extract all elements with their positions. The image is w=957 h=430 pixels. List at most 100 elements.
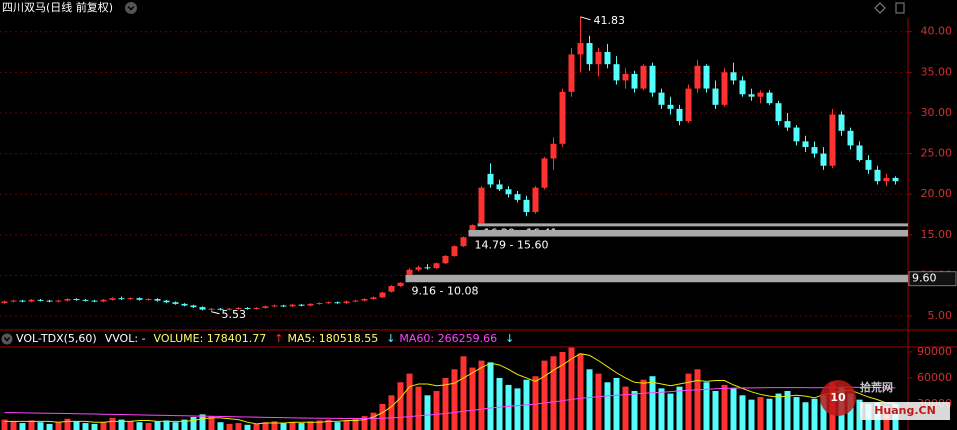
candle-body xyxy=(685,88,692,122)
legend-entry: MA60: 266259.66 xyxy=(399,332,497,345)
volume-bar xyxy=(766,398,773,430)
candle-body xyxy=(163,300,170,303)
diamond-icon[interactable] xyxy=(874,2,886,14)
price-marker xyxy=(908,271,957,287)
legend-entry: ↓ xyxy=(386,332,395,345)
candle-body xyxy=(532,187,539,213)
volume-bar xyxy=(739,395,746,430)
candle-body xyxy=(883,177,890,182)
volume-bar xyxy=(235,423,242,430)
volume-bar xyxy=(730,388,737,430)
candle-body xyxy=(442,255,449,264)
candle-body xyxy=(118,298,125,300)
candle-body xyxy=(487,173,494,185)
y-tick-label: 60000 xyxy=(917,371,952,384)
volume-bar xyxy=(433,390,440,430)
gap-band xyxy=(477,223,908,227)
volume-bar xyxy=(226,423,233,430)
volume-bar xyxy=(793,397,800,430)
candle-body xyxy=(199,307,206,310)
y-tick-label: 40.00 xyxy=(921,25,953,38)
candle-body xyxy=(37,299,44,301)
volume-bar xyxy=(172,422,179,430)
legend-entry: VOLUME: 178401.77 xyxy=(154,332,267,345)
candle-body xyxy=(1,301,8,304)
icon-chevron xyxy=(127,5,135,11)
volume-bar xyxy=(514,388,521,430)
ma-line xyxy=(4,386,896,420)
panel-icon[interactable] xyxy=(895,2,905,14)
gap-label: 14.79 - 15.60 xyxy=(475,239,549,252)
volume-bar xyxy=(469,367,476,430)
legend-entry: VOL-TDX(5,60) xyxy=(16,332,97,345)
gap-label: 9.16 - 10.08 xyxy=(412,284,479,297)
volume-bar xyxy=(136,422,143,430)
volume-bar xyxy=(325,419,332,430)
candle-body xyxy=(856,145,863,161)
volume-bar xyxy=(73,421,80,430)
gap-band xyxy=(468,229,908,237)
volume-bar xyxy=(316,420,323,430)
max-label: 41.83 xyxy=(594,14,626,27)
volume-bar xyxy=(748,399,755,430)
candle-body xyxy=(28,299,35,302)
candle-body xyxy=(271,305,278,307)
candle-body xyxy=(280,305,287,307)
candle-body xyxy=(235,307,242,309)
candle-body xyxy=(703,65,710,89)
legend-entry: ↑ xyxy=(274,332,283,345)
candle-body xyxy=(451,246,458,256)
candle-body xyxy=(721,72,728,105)
volume-bar xyxy=(55,422,62,430)
candle-body xyxy=(307,303,314,306)
volume-bar xyxy=(757,397,764,430)
dropdown-icon[interactable] xyxy=(125,2,137,14)
y-tick-label: 20.00 xyxy=(921,187,953,200)
candle-body xyxy=(343,301,350,304)
volume-bar xyxy=(541,360,548,430)
candle-body xyxy=(568,54,575,92)
watermark-logo-text: 10 xyxy=(830,391,846,404)
volume-bar xyxy=(415,386,422,430)
volume-bar xyxy=(19,423,26,430)
volume-bar xyxy=(568,347,575,430)
legend-entry: ↓ xyxy=(505,332,514,345)
candle-body xyxy=(775,103,782,122)
volume-bar xyxy=(532,376,539,430)
candle-body xyxy=(820,153,827,166)
candle-body xyxy=(361,299,368,301)
volume-bar xyxy=(253,423,260,430)
volume-bar xyxy=(262,422,269,430)
candle-body xyxy=(892,177,899,182)
volume-bar xyxy=(478,360,485,430)
volume-bar xyxy=(487,362,494,430)
candle-body xyxy=(847,130,854,146)
legend-entry: MA5: 180518.55 xyxy=(287,332,378,345)
candle-body xyxy=(874,169,881,182)
volume-bar xyxy=(676,386,683,430)
candle-body xyxy=(478,187,485,224)
candle-body xyxy=(649,65,656,93)
volume-bar xyxy=(649,376,656,430)
candle-body xyxy=(622,73,629,81)
candle-body xyxy=(325,302,332,304)
min-label: 5.53 xyxy=(222,308,247,321)
candle-body xyxy=(766,92,773,104)
volume-bar xyxy=(298,423,305,430)
chart-title: 四川双马(日线 前复权) xyxy=(2,0,113,14)
volume-bar xyxy=(109,417,116,430)
min-pointer xyxy=(211,311,220,315)
max-pointer xyxy=(580,16,591,21)
dropdown-icon[interactable] xyxy=(1,333,13,345)
candle-body xyxy=(505,189,512,195)
candle-body xyxy=(109,298,116,300)
y-tick-label: 15.00 xyxy=(921,228,953,241)
candle-body xyxy=(127,298,134,300)
watermark-logo xyxy=(820,380,856,416)
watermark-name: 拾荒网 xyxy=(860,380,893,394)
candle-body xyxy=(460,237,467,247)
candle-body xyxy=(793,127,800,142)
volume-bar xyxy=(289,422,296,430)
candle-body xyxy=(577,43,584,55)
